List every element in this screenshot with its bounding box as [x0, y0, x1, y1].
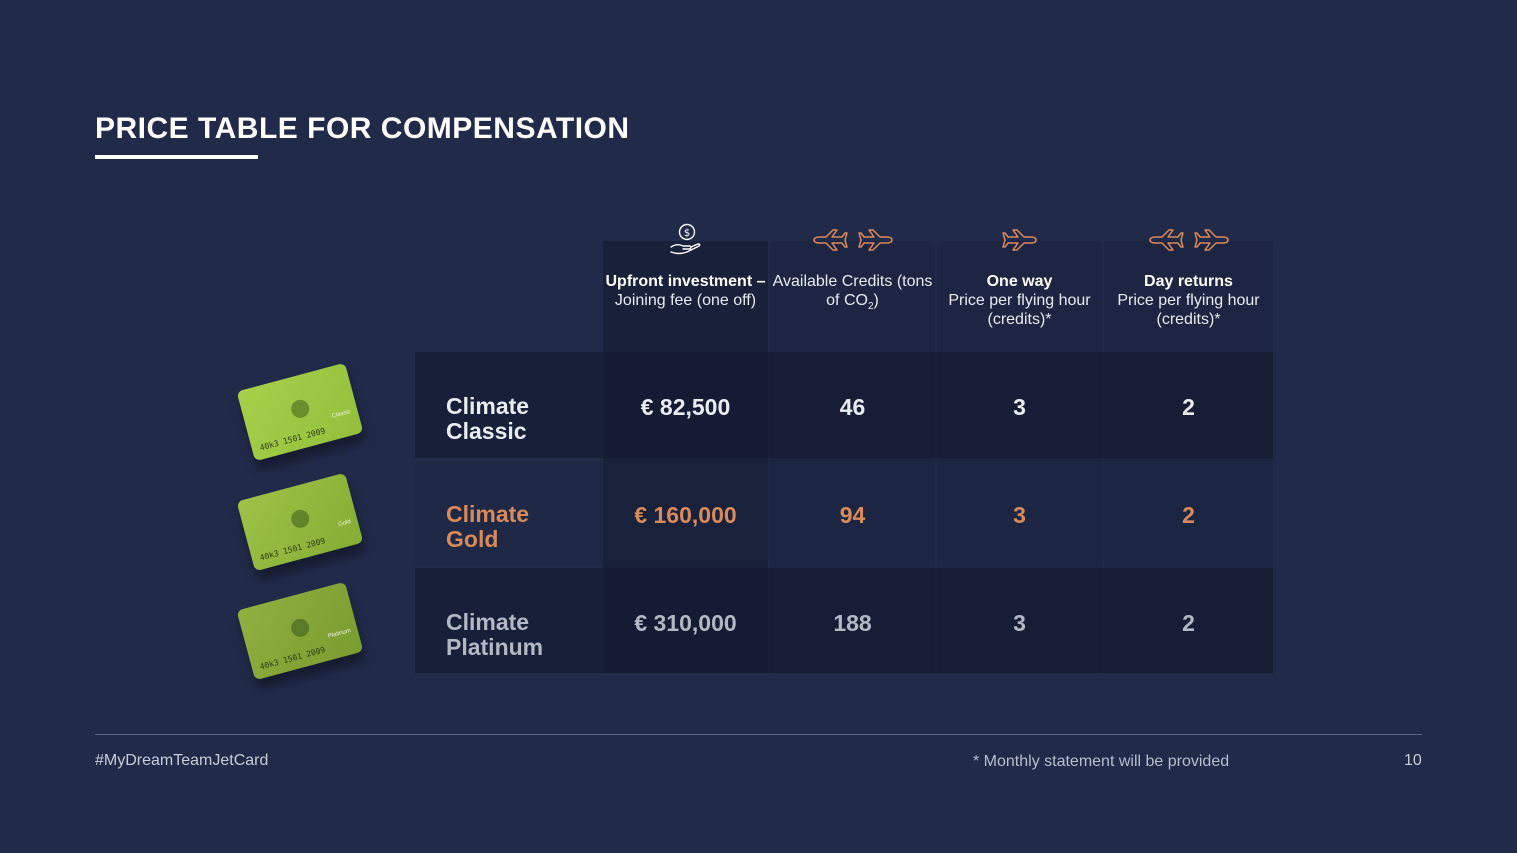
plane-right-icon — [1001, 228, 1038, 252]
cell-upfront: € 160,000 — [634, 502, 737, 528]
plane-right-icon — [857, 228, 894, 252]
card-number: 40k3 1501 2009 — [258, 426, 327, 453]
cell-dayreturns: 2 — [1182, 394, 1195, 420]
cell-dayreturns: 2 — [1182, 502, 1195, 528]
cell-oneway: 3 — [1013, 610, 1026, 636]
card-image-classic: Classic 40k3 1501 2009 — [236, 362, 364, 462]
card-logo-icon — [289, 507, 312, 530]
row-label-classic: Climate Classic — [446, 393, 530, 444]
cell-credits: 188 — [833, 610, 872, 636]
column-header-dayreturns: Day returns Price per flying hour (credi… — [1104, 272, 1273, 329]
header-bold: One way — [986, 273, 1053, 290]
card-number: 40k3 1501 2009 — [258, 645, 327, 672]
cell-credits: 46 — [839, 394, 866, 420]
card-image-platinum: Platinum 40k3 1501 2009 — [236, 581, 364, 681]
header-bold: Upfront investment – — [605, 273, 766, 290]
cell-dayreturns: 2 — [1182, 610, 1195, 636]
column-header-credits: Available Credits (tons of CO2) — [770, 272, 935, 316]
row-label-platinum: Climate Platinum — [446, 609, 544, 660]
card-tier: Gold — [337, 518, 352, 529]
header-text: Available Credits (tons of CO2) — [772, 273, 933, 313]
footer-hashtag: #MyDreamTeamJetCard — [95, 752, 269, 769]
cell-oneway: 3 — [1013, 394, 1026, 420]
title-underline — [95, 155, 258, 159]
card-logo-icon — [289, 616, 312, 639]
cell-oneway: 3 — [1013, 502, 1026, 528]
row-bg-gold — [415, 460, 1273, 566]
row-bg-platinum — [415, 568, 1273, 673]
header-bold: Day returns — [1144, 273, 1233, 290]
cell-credits: 94 — [839, 502, 866, 528]
column-icon-dayreturns — [1104, 222, 1273, 258]
column-icon-upfront: $ — [603, 222, 768, 258]
row-bg-classic — [415, 352, 1273, 458]
card-image-gold: Gold 40k3 1501 2009 — [236, 472, 364, 572]
row-label-gold: Climate Gold — [446, 501, 530, 552]
page-number: 10 — [1404, 752, 1422, 769]
column-icon-oneway — [937, 222, 1102, 258]
card-logo-icon — [289, 397, 312, 420]
header-text: Joining fee (one off) — [614, 292, 757, 309]
plane-right-icon — [1193, 228, 1230, 252]
footer-note: * Monthly statement will be provided — [973, 753, 1230, 770]
svg-text:$: $ — [683, 228, 689, 239]
column-header-upfront: Upfront investment – Joining fee (one of… — [603, 272, 768, 310]
cell-upfront: € 82,500 — [640, 394, 731, 420]
money-hand-icon: $ — [668, 223, 704, 257]
column-icon-credits — [770, 222, 935, 258]
cell-upfront: € 310,000 — [634, 610, 737, 636]
card-number: 40k3 1501 2009 — [258, 536, 327, 563]
column-header-oneway: One way Price per flying hour (credits)* — [937, 272, 1102, 329]
plane-left-icon — [1148, 228, 1184, 252]
card-tier: Classic — [331, 408, 352, 420]
card-tier: Platinum — [327, 627, 352, 640]
header-text: Price per flying hour (credits)* — [948, 292, 1091, 328]
plane-left-icon — [812, 228, 848, 252]
footer-divider — [95, 734, 1422, 735]
header-text: Price per flying hour (credits)* — [1117, 292, 1260, 328]
page-title: PRICE TABLE FOR COMPENSATION — [95, 112, 630, 145]
